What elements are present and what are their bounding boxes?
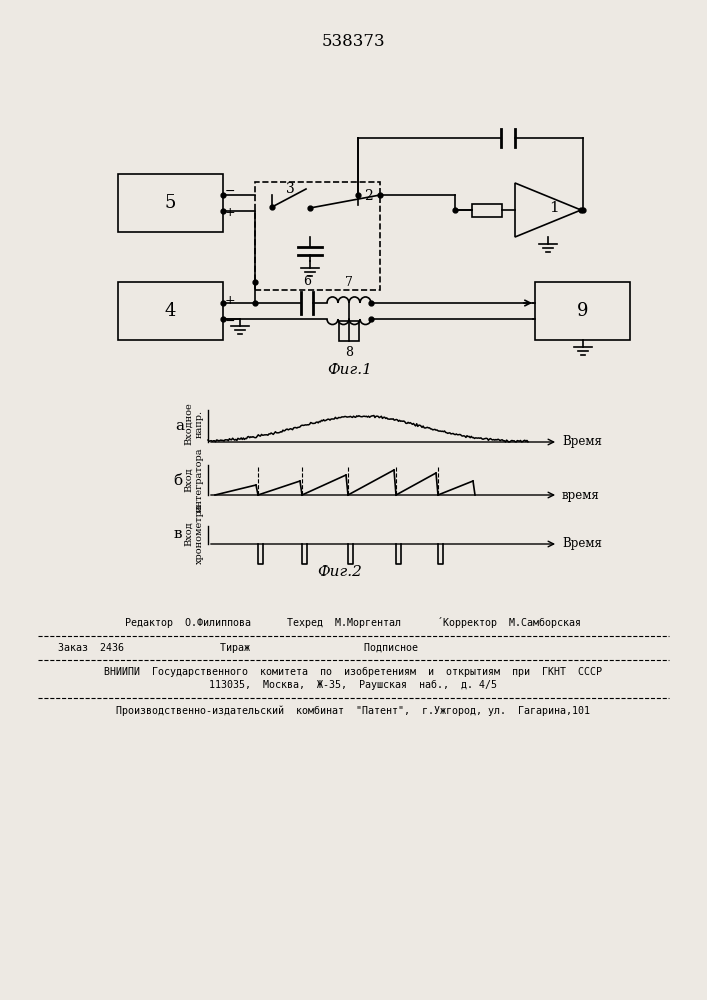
Bar [472,204,502,217]
Text: Вход
хронометра: Вход хронометра [185,504,204,564]
Text: 7: 7 [345,276,353,289]
Text: Производственно-издательский  комбинат  "Патент",  г.Ужгород, ул.  Гагарина,101: Производственно-издательский комбинат "П… [116,706,590,716]
Text: 9: 9 [577,302,588,320]
Text: Время: Время [562,436,602,448]
Text: 1: 1 [549,201,559,215]
Text: +: + [225,294,235,306]
Bar [339,321,359,341]
Text: 2: 2 [363,189,373,203]
Text: Время: Время [562,538,602,550]
Text: Входное
напр.: Входное напр. [185,403,204,445]
Text: 3: 3 [286,182,294,196]
Text: Заказ  2436                Тираж                   Подписное: Заказ 2436 Тираж Подписное [58,643,418,653]
Text: 113035,  Москва,  Ж-35,  Раушская  наб.,  д. 4/5: 113035, Москва, Ж-35, Раушская наб., д. … [209,680,497,690]
Text: ВНИИПИ  Государственного  комитета  по  изобретениям  и  открытиям  при  ГКНТ  С: ВНИИПИ Государственного комитета по изоб… [104,667,602,677]
Text: 8: 8 [345,346,353,359]
Bar [535,282,630,340]
Bar [118,174,223,232]
Bar [255,182,380,290]
Text: 6: 6 [303,275,311,288]
Text: Редактор  О.Филиппова      Техред  М.Моргентал      ´Корректор  М.Самборская: Редактор О.Филиппова Техред М.Моргентал … [125,616,581,628]
Text: б: б [173,474,182,488]
Text: в: в [174,527,182,541]
Text: −: − [225,314,235,328]
Text: Фиг.2: Фиг.2 [317,565,363,579]
Text: 5: 5 [165,194,176,212]
Text: Вход
интегратора: Вход интегратора [185,448,204,512]
Text: −: − [225,184,235,198]
Text: +: + [225,207,235,220]
Bar [118,282,223,340]
Text: 4: 4 [165,302,176,320]
Text: а: а [175,419,185,433]
Text: время: время [562,488,600,502]
Text: Фиг.1: Фиг.1 [327,363,373,377]
Text: 538373: 538373 [321,33,385,50]
